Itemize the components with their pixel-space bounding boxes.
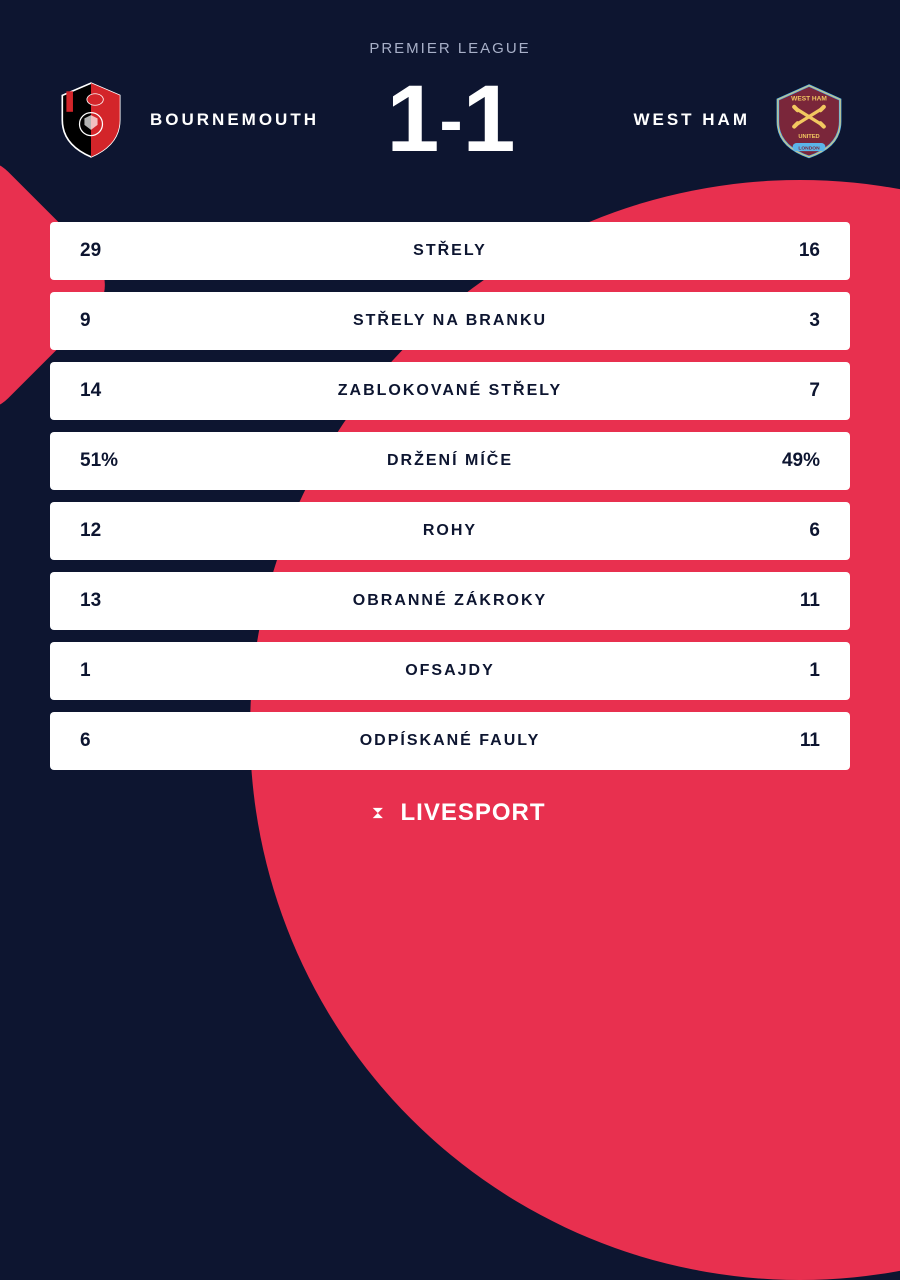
stat-row: 12ROHY6 (50, 502, 850, 560)
svg-text:LONDON: LONDON (798, 145, 820, 151)
stat-label: ODPÍSKANÉ FAULY (150, 732, 750, 750)
league-label: PREMIER LEAGUE (369, 40, 530, 57)
stat-home-value: 51% (80, 450, 150, 472)
stat-away-value: 6 (750, 520, 820, 542)
stat-row: 51%DRŽENÍ MÍČE49% (50, 432, 850, 490)
stat-away-value: 11 (750, 730, 820, 752)
stat-label: OFSAJDY (150, 662, 750, 680)
stat-row: 1OFSAJDY1 (50, 642, 850, 700)
home-team-badge (50, 79, 132, 161)
stat-away-value: 1 (750, 660, 820, 682)
away-team-badge: WEST HAM UNITED LONDON (768, 79, 850, 161)
stat-away-value: 49% (750, 450, 820, 472)
stat-home-value: 12 (80, 520, 150, 542)
stat-away-value: 11 (750, 590, 820, 612)
away-team-block: WEST HAM WEST HAM UNITED LONDON (532, 79, 851, 161)
stat-home-value: 13 (80, 590, 150, 612)
home-team-name: BOURNEMOUTH (150, 110, 319, 130)
score-separator: - (439, 85, 460, 155)
home-score: 1 (387, 72, 438, 167)
stat-home-value: 14 (80, 380, 150, 402)
main-container: PREMIER LEAGUE BOURNEMOUTH 1 - 1 (0, 0, 900, 900)
svg-text:WEST HAM: WEST HAM (791, 95, 827, 102)
brand-icon (354, 796, 388, 830)
score-display: 1 - 1 (387, 72, 514, 167)
stat-away-value: 3 (750, 310, 820, 332)
stat-home-value: 29 (80, 240, 150, 262)
stat-label: STŘELY NA BRANKU (150, 312, 750, 330)
score-row: BOURNEMOUTH 1 - 1 WEST HAM WEST HAM UNIT… (50, 72, 850, 167)
stat-label: DRŽENÍ MÍČE (150, 452, 750, 470)
away-score: 1 (463, 72, 514, 167)
stat-away-value: 16 (750, 240, 820, 262)
stats-table: 29STŘELY169STŘELY NA BRANKU314ZABLOKOVAN… (50, 222, 850, 770)
stat-row: 9STŘELY NA BRANKU3 (50, 292, 850, 350)
away-team-name: WEST HAM (633, 110, 750, 130)
stat-away-value: 7 (750, 380, 820, 402)
svg-text:UNITED: UNITED (798, 134, 819, 140)
stat-label: ROHY (150, 522, 750, 540)
stat-row: 13OBRANNÉ ZÁKROKY11 (50, 572, 850, 630)
stat-label: ZABLOKOVANÉ STŘELY (150, 382, 750, 400)
stat-row: 29STŘELY16 (50, 222, 850, 280)
stat-home-value: 1 (80, 660, 150, 682)
brand-footer: LIVESPORT (354, 796, 545, 830)
stat-label: STŘELY (150, 242, 750, 260)
home-team-block: BOURNEMOUTH (50, 79, 369, 161)
stat-label: OBRANNÉ ZÁKROKY (150, 592, 750, 610)
stat-row: 14ZABLOKOVANÉ STŘELY7 (50, 362, 850, 420)
stat-row: 6ODPÍSKANÉ FAULY11 (50, 712, 850, 770)
stat-home-value: 9 (80, 310, 150, 332)
brand-name: LIVESPORT (400, 799, 545, 827)
stat-home-value: 6 (80, 730, 150, 752)
